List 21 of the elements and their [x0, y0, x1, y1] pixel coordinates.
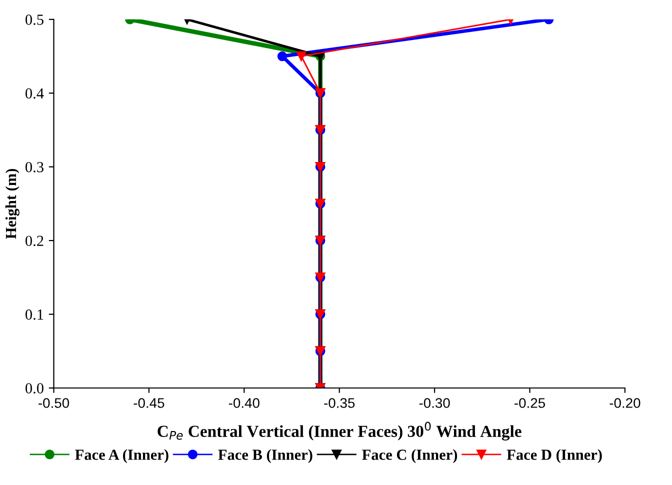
- x-tick-label: -0.30: [419, 398, 450, 408]
- legend-label: Face D (Inner): [506, 449, 602, 464]
- legend-label: Face A (Inner): [75, 449, 168, 464]
- y-axis-title: Height (m): [5, 168, 20, 239]
- y-tick-label: 0.5: [26, 14, 44, 25]
- y-tick-label: 0.1: [26, 309, 44, 320]
- x-axis-title: C$_{Pe}$ Central Vertical (Inner Faces) 30$^{0}$ Wind Angle: [158, 422, 522, 440]
- y-tick-label: 0.2: [26, 236, 44, 246]
- y-tick-label: 0.3: [26, 162, 44, 172]
- y-tick-label: 0.0: [26, 383, 44, 394]
- x-tick-label: -0.40: [228, 398, 260, 408]
- y-tick-label: 0.4: [26, 88, 44, 99]
- x-tick-label: -0.20: [610, 398, 640, 408]
- legend-label: Face C (Inner): [362, 449, 458, 464]
- legend-label: Face B (Inner): [218, 449, 312, 464]
- point: [277, 51, 288, 62]
- x-tick-label: -0.25: [514, 398, 546, 408]
- x-tick-label: -0.45: [134, 398, 164, 408]
- x-tick-label: -0.35: [324, 398, 355, 408]
- point: [296, 51, 306, 62]
- x-tick-label: -0.50: [38, 398, 70, 408]
